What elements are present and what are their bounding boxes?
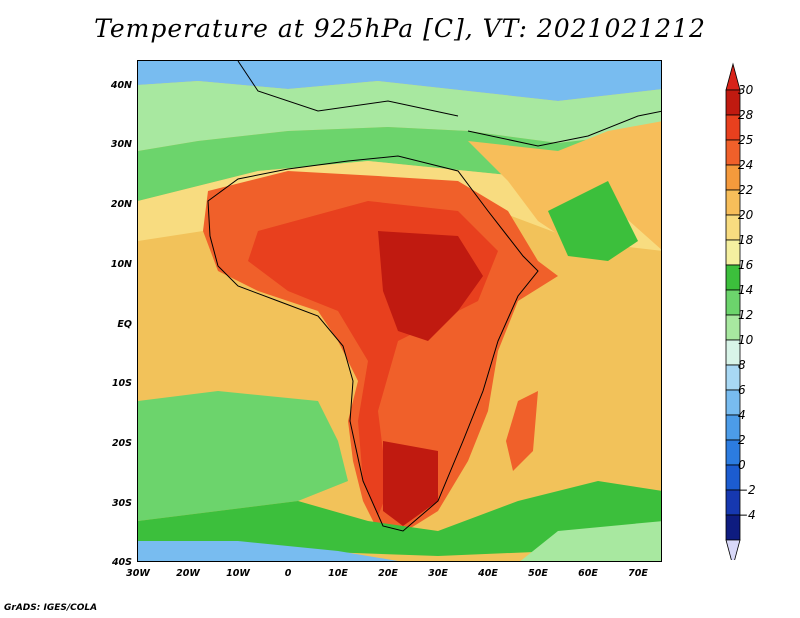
arabia-region — [468, 121, 661, 250]
colorbar-label: 0 — [738, 458, 746, 472]
lat-label-10n: 10N — [110, 259, 132, 270]
temperature-map — [137, 60, 662, 562]
africa-hottest-region — [378, 231, 483, 341]
lat-label-20n: 20N — [110, 199, 132, 210]
mild-north-band — [138, 81, 661, 151]
lon-label-30e: 30E — [428, 568, 448, 579]
lon-label-70e: 70E — [628, 568, 648, 579]
arabian-sea-green — [548, 181, 638, 261]
lat-label-40n: 40N — [110, 80, 132, 91]
colorbar-label: 6 — [738, 383, 746, 397]
lat-label-10s: 10S — [111, 378, 132, 389]
lat-label-20s: 20S — [111, 438, 132, 449]
lat-label-eq: EQ — [117, 319, 132, 330]
indian-ocean-south-green — [520, 521, 661, 561]
mediterranean-coastline — [237, 61, 459, 117]
colorbar-label: 4 — [738, 408, 746, 422]
colorbar-label: 18 — [738, 233, 754, 247]
colorbar-label: 20 — [738, 208, 754, 222]
lon-label-50e: 50E — [528, 568, 548, 579]
cold-north-band — [138, 61, 661, 101]
colorbar-label: 2 — [738, 433, 746, 447]
south-africa-hot-region — [383, 441, 438, 526]
colorbar-bottom-tip — [725, 539, 741, 560]
colorbar-label: 12 — [738, 308, 754, 322]
grads-credit: GrADS: IGES/COLA — [4, 603, 98, 613]
lon-label-10w: 10W — [226, 568, 250, 579]
lat-label-30s: 30S — [111, 498, 132, 509]
lon-label-10e: 10E — [328, 568, 348, 579]
africa-coastline — [207, 155, 539, 532]
colorbar — [725, 62, 741, 560]
map-canvas — [138, 61, 661, 561]
colorbar-label: 30 — [738, 83, 754, 97]
colorbar-label: 16 — [738, 258, 754, 272]
eurasia-coastline — [467, 110, 661, 147]
chart-title: Temperature at 925hPa [C], VT: 202102121… — [94, 14, 706, 43]
lon-label-20e: 20E — [378, 568, 398, 579]
lat-label-40s: 40S — [111, 557, 132, 568]
colorbar-label: 28 — [738, 108, 754, 122]
lon-label-40e: 40E — [478, 568, 498, 579]
madagascar — [506, 391, 538, 471]
southern-ocean-green — [138, 481, 661, 556]
lon-label-0: 0 — [284, 568, 292, 579]
colorbar-label: 25 — [738, 133, 754, 147]
colorbar-label: −2 — [738, 483, 756, 497]
south-atlantic-green — [138, 391, 348, 521]
colorbar-label: 22 — [738, 183, 754, 197]
colorbar-label: 24 — [738, 158, 754, 172]
lon-label-30w: 30W — [126, 568, 150, 579]
lat-label-30n: 30N — [110, 139, 132, 150]
colorbar-label: 8 — [738, 358, 746, 372]
lon-label-60e: 60E — [578, 568, 598, 579]
green-north-band — [138, 127, 661, 201]
colorbar-label: 10 — [738, 333, 754, 347]
colorbar-label: −4 — [738, 508, 756, 522]
colorbar-label: 14 — [738, 283, 754, 297]
lon-label-20w: 20W — [176, 568, 200, 579]
southern-ocean-cold — [138, 541, 398, 561]
